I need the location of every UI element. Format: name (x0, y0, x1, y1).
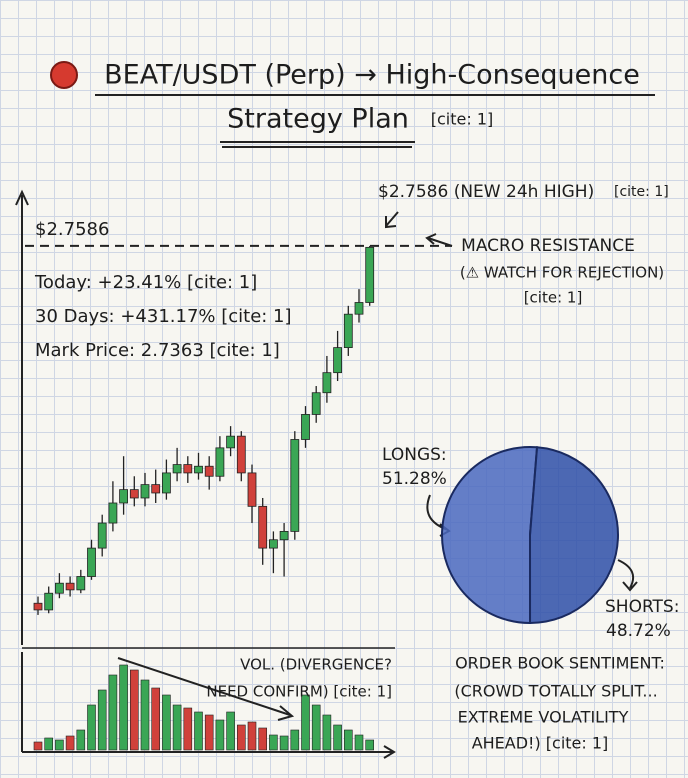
candle-body (215, 447, 225, 477)
volume-bar (247, 721, 257, 751)
candle-body (172, 464, 182, 474)
volume-note: VOL. (DIVERGENCE? (240, 656, 392, 674)
candle-body (204, 465, 214, 477)
trend-arrow (117, 657, 291, 716)
candle-body (194, 465, 203, 474)
volume-bar (119, 664, 128, 751)
resistance-note: [cite: 1] (524, 289, 583, 307)
arrow (425, 233, 453, 247)
axis-arrow (383, 745, 396, 759)
volume-bar (215, 719, 225, 751)
volume-bar (108, 674, 118, 751)
candle-body (226, 435, 236, 449)
pie-value: 51.28% (382, 469, 447, 489)
candle-body (258, 505, 268, 549)
candle-body (129, 489, 139, 499)
stat: Today: +23.41% [cite: 1] (34, 272, 257, 293)
volume-bar (194, 711, 203, 751)
volume-bar (97, 689, 107, 751)
candle-body (87, 547, 96, 577)
volume-bar (162, 694, 171, 751)
volume-bar (354, 734, 364, 751)
volume-bar (204, 714, 214, 751)
volume-bar (279, 735, 289, 751)
sentiment-note: EXTREME VOLATILITY (458, 708, 629, 727)
candle-body (119, 489, 128, 504)
stop-icon (50, 61, 78, 89)
candle-body (33, 602, 43, 611)
volume-bar (130, 669, 139, 751)
volume-bar (301, 694, 310, 751)
volume-bar (33, 741, 43, 751)
y-tick-label: $2.7586 (35, 219, 109, 240)
candle-body (311, 392, 321, 415)
sentiment-note: (CROWD TOTALLY SPLIT... (454, 682, 657, 701)
candle-body (44, 592, 54, 611)
axis-arrow (15, 189, 29, 206)
volume-bar (65, 735, 75, 751)
volume-bar (333, 724, 342, 751)
arrow (617, 559, 638, 592)
volume-bar (343, 729, 353, 751)
candle-body (343, 313, 353, 349)
candle-body (55, 582, 64, 594)
volume-bar (311, 704, 321, 751)
volume-bar (151, 687, 160, 751)
candle-body (161, 472, 171, 494)
volume-bar (226, 711, 235, 751)
high-cite: [cite: 1] (614, 184, 669, 200)
pie-label: SHORTS: (605, 597, 679, 617)
volume-bar (55, 739, 64, 751)
candle-body (333, 347, 343, 374)
candle-body (183, 464, 193, 474)
volume-bar (290, 729, 300, 751)
title-cite: [cite: 1] (431, 110, 494, 129)
volume-bar (365, 739, 375, 751)
volume-note: NEED CONFIRM) [cite: 1] (206, 683, 392, 701)
pie-label: LONGS: (382, 445, 447, 465)
pie-slice (528, 446, 620, 625)
dynamic: $2.7586 $2.7586 (NEW 24h HIGH) [cite: 1] MA… (25, 182, 679, 753)
arrow-head (277, 705, 295, 721)
candle-body (354, 302, 364, 315)
volume-bar (76, 729, 86, 751)
volume-bar (269, 734, 278, 751)
candle-body (322, 372, 332, 394)
title: BEAT/USDT (Perp) → High-Consequence (104, 60, 640, 91)
volume-bar (140, 679, 150, 751)
sentiment-note: AHEAD!) [cite: 1] (472, 734, 609, 753)
candle-body (76, 576, 86, 591)
resistance-note: MACRO RESISTANCE (461, 236, 635, 256)
candle-body (97, 522, 107, 549)
candle-body (140, 484, 150, 499)
resistance-note: (⚠ WATCH FOR REJECTION) (460, 264, 664, 282)
volume-bar (183, 707, 193, 751)
stat: 30 Days: +431.17% [cite: 1] (35, 306, 292, 327)
candle-body (268, 539, 278, 549)
candle-body (290, 439, 300, 532)
pie-value: 48.72% (606, 621, 671, 641)
candle-body (65, 582, 75, 591)
volume-bar (322, 714, 332, 751)
candle-body (236, 435, 246, 474)
sentiment-note: ORDER BOOK SENTIMENT: (455, 654, 665, 673)
title: Strategy Plan (227, 104, 409, 135)
pie-slice (441, 446, 539, 625)
volume-bar (258, 727, 268, 751)
volume-bar (44, 737, 54, 751)
high-note: $2.7586 (NEW 24h HIGH) (378, 182, 594, 202)
candle-body (279, 530, 289, 541)
candle-body (247, 472, 257, 507)
stat: Mark Price: 2.7363 [cite: 1] (35, 340, 280, 361)
volume-bar (87, 704, 96, 751)
candle-body (301, 414, 310, 440)
candle-body (108, 502, 118, 524)
candle-body (365, 246, 375, 303)
arrow (385, 211, 399, 229)
candle-body (151, 484, 161, 494)
volume-bar (237, 724, 246, 751)
volume-bar (172, 704, 182, 751)
